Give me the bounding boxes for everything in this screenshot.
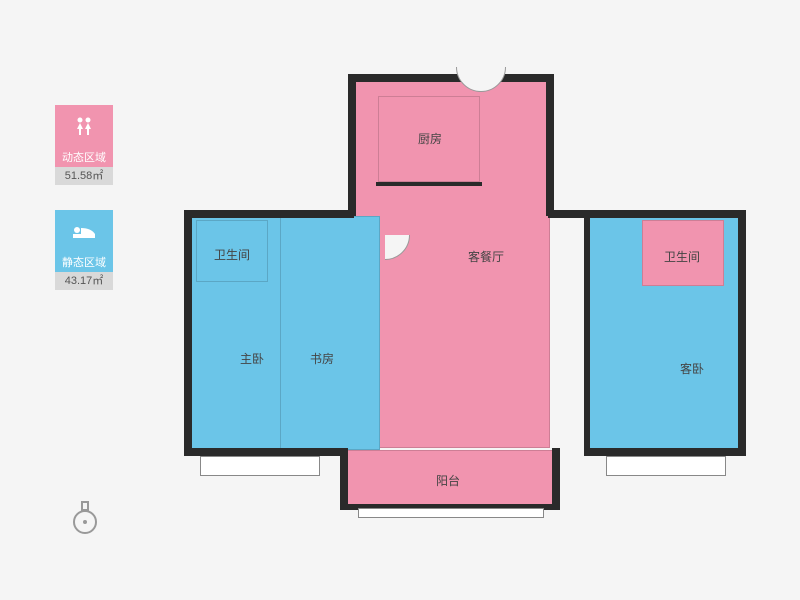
- room-label-bath1: 卫生间: [214, 246, 250, 263]
- wall: [376, 182, 482, 186]
- room-label-guest: 客卧: [680, 360, 704, 377]
- room-label-living: 客餐厅: [468, 248, 504, 265]
- window: [200, 456, 320, 476]
- wall: [184, 210, 354, 218]
- room-study: [280, 216, 380, 450]
- wall: [552, 448, 560, 510]
- legend-static: 静态区域 43.17㎡: [55, 210, 113, 290]
- legend-dynamic: 动态区域 51.58㎡: [55, 105, 113, 185]
- room-label-study: 书房: [310, 350, 334, 367]
- window: [606, 456, 726, 476]
- legend-dynamic-value: 51.58㎡: [55, 167, 113, 185]
- wall: [546, 74, 554, 216]
- compass-icon: [70, 500, 100, 536]
- legend-dynamic-label: 动态区域: [55, 149, 113, 167]
- room-label-balcony: 阳台: [436, 472, 460, 489]
- room-label-kitchen: 厨房: [418, 130, 442, 147]
- wall: [340, 448, 348, 510]
- people-icon: [55, 105, 113, 149]
- legend: 动态区域 51.58㎡ 静态区域 43.17㎡: [55, 105, 113, 315]
- wall: [348, 74, 356, 216]
- wall: [348, 74, 552, 82]
- room-label-bath2: 卫生间: [664, 248, 700, 265]
- wall: [184, 210, 192, 454]
- room-label-master: 主卧: [240, 350, 264, 367]
- legend-static-label: 静态区域: [55, 254, 113, 272]
- wall: [584, 210, 590, 454]
- legend-static-value: 43.17㎡: [55, 272, 113, 290]
- wall: [184, 448, 346, 456]
- window: [358, 508, 544, 518]
- floorplan: 厨房客餐厅 卫生间阳台 卫生间主卧 书房客卧: [180, 60, 760, 530]
- wall: [584, 448, 746, 456]
- door-arc: [456, 42, 506, 92]
- wall: [738, 210, 746, 454]
- bed-icon: [55, 210, 113, 254]
- wall: [548, 210, 746, 218]
